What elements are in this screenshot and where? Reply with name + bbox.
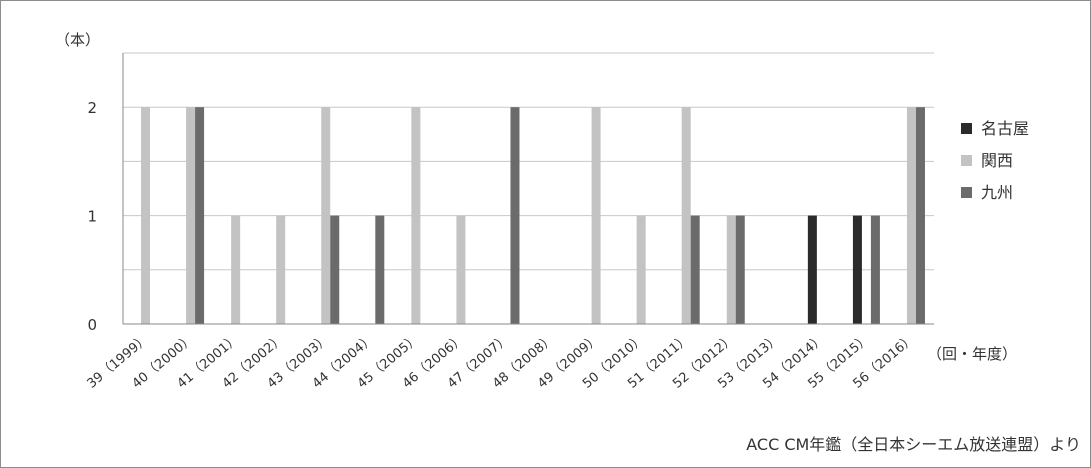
y-tick-label: 0 [87, 316, 97, 334]
bar-関西-12 [681, 107, 691, 324]
legend-swatch [961, 187, 972, 198]
bar-九州-17 [915, 107, 925, 324]
bar-名古屋-15 [807, 215, 817, 324]
bar-関西-13 [726, 215, 736, 324]
bar-関西-2 [231, 215, 241, 324]
bar-九州-13 [735, 215, 745, 324]
bar-関西-3 [276, 215, 286, 324]
bar-九州-1 [195, 107, 205, 324]
bar-九州-4 [330, 215, 340, 324]
legend-swatch [961, 123, 972, 134]
gridlines [123, 52, 934, 271]
bar-九州-12 [690, 215, 700, 324]
x-axis-ticks: 39（1999）40（2000）41（2001）42（2002）43（2003）… [85, 332, 919, 392]
bar-九州-16 [870, 215, 880, 324]
bar-名古屋-16 [852, 215, 862, 324]
bar-関西-7 [456, 215, 466, 324]
legend-label: 九州 [981, 183, 1013, 202]
bar-関西-0 [141, 107, 151, 324]
bar-関西-4 [321, 107, 331, 324]
legend-label: 関西 [981, 151, 1013, 170]
y-tick-label: 1 [87, 208, 97, 226]
bars [141, 107, 925, 324]
y-axis-unit-label: （本） [55, 31, 100, 49]
bar-関西-6 [411, 107, 421, 324]
bar-関西-17 [906, 107, 916, 324]
source-note: ACC CM年鑑（全日本シーエム放送連盟）より [746, 435, 1081, 454]
y-axis-ticks: 0 1 2 [87, 99, 97, 334]
legend-label: 名古屋 [981, 119, 1029, 138]
legend-swatch [961, 155, 972, 166]
bar-九州-8 [510, 107, 520, 324]
y-tick-label: 2 [87, 99, 97, 117]
x-axis-unit-label: （回・年度） [927, 345, 1017, 363]
bar-関西-1 [186, 107, 196, 324]
bar-九州-5 [375, 215, 385, 324]
bar-関西-11 [636, 215, 646, 324]
bar-関西-10 [591, 107, 601, 324]
